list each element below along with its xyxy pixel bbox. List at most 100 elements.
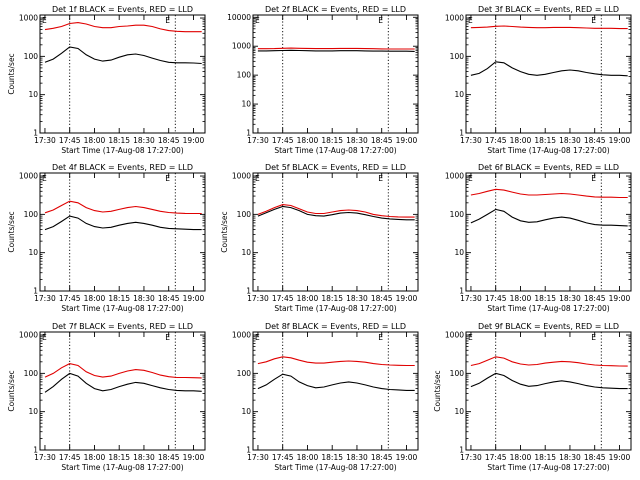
x-tick-label: 19:00: [396, 294, 418, 303]
panel-title: Det 7f BLACK = Events, RED = LLD: [52, 322, 193, 331]
x-tick-label: 17:30: [247, 294, 269, 303]
x-tick-label: 18:00: [84, 294, 106, 303]
detector-panel-4: 1 10 100 1000 17:30 17:45 18:00 18:15 18:30 18:45…: [7, 163, 206, 313]
lld-series-line: [470, 356, 628, 367]
y-tick-label: 1: [33, 129, 38, 138]
events-series-line: [44, 46, 202, 65]
y-tick-label: 1000: [445, 331, 464, 340]
marker-label-right: E: [591, 174, 596, 183]
detector-panel-8: 1 10 100 1000 17:30 17:45 18:00 18:15 18:30 18:45…: [232, 322, 419, 472]
y-axis-label: Counts/sec: [7, 370, 16, 411]
x-tick-label: 18:15: [321, 136, 343, 145]
x-tick-label: 18:00: [510, 453, 532, 462]
y-axis-label: Counts/sec: [7, 211, 16, 252]
events-series-line: [257, 373, 415, 391]
x-tick-label: 18:30: [346, 294, 368, 303]
y-tick-label: 10: [454, 248, 464, 257]
y-tick-label: 1: [246, 129, 251, 138]
detector-panel-2: 1 10 100 1000 10000 17:30 17:45 18:00 18:15 18:30…: [227, 5, 419, 155]
x-tick-label: 17:45: [272, 136, 294, 145]
x-tick-label: 18:00: [510, 294, 532, 303]
plot-frame: [465, 331, 632, 451]
events-series-line: [44, 372, 202, 393]
x-tick-label: 18:45: [584, 136, 606, 145]
marker-label-left: E: [468, 174, 473, 183]
y-tick-label: 100: [450, 210, 465, 219]
marker-label-right: E: [378, 16, 383, 25]
x-axis-label: Start Time (17-Aug-08 17:27:00): [274, 463, 396, 472]
y-tick-label: 1: [246, 287, 251, 296]
lld-series-line: [44, 22, 202, 33]
x-tick-label: 18:15: [108, 453, 130, 462]
plot-frame: [465, 172, 632, 292]
x-tick-label: 19:00: [396, 136, 418, 145]
y-axis-label: Counts/sec: [433, 370, 442, 411]
y-axis-label: Counts/sec: [220, 211, 229, 252]
marker-label-right: E: [378, 174, 383, 183]
x-tick-label: 17:30: [34, 136, 56, 145]
events-series-line: [470, 372, 628, 390]
x-tick-label: 18:15: [108, 136, 130, 145]
y-tick-label: 10: [241, 407, 251, 416]
plot-frame: [465, 14, 632, 134]
y-tick-label: 1: [33, 287, 38, 296]
x-tick-label: 19:00: [183, 136, 205, 145]
x-tick-label: 19:00: [183, 453, 205, 462]
x-tick-label: 18:30: [133, 294, 155, 303]
x-tick-label: 18:30: [346, 136, 368, 145]
y-axis-label: Counts/sec: [7, 53, 16, 94]
x-tick-label: 17:45: [485, 453, 507, 462]
y-tick-label: 1000: [19, 172, 38, 181]
plot-frame: [252, 331, 419, 451]
x-tick-label: 17:30: [460, 294, 482, 303]
marker-label-right: E: [378, 333, 383, 342]
y-tick-label: 10: [28, 90, 38, 99]
x-tick-label: 19:00: [396, 453, 418, 462]
x-tick-label: 17:45: [59, 136, 81, 145]
y-tick-label: 1000: [445, 172, 464, 181]
marker-label-right: E: [591, 333, 596, 342]
marker-label-left: E: [42, 174, 47, 183]
x-tick-label: 18:45: [371, 136, 393, 145]
x-tick-label: 18:30: [559, 294, 581, 303]
detector-panel-5: 1 10 100 1000 17:30 17:45 18:00 18:15 18:30 18:45…: [220, 163, 419, 313]
marker-label-right: E: [165, 16, 170, 25]
y-tick-label: 1000: [232, 42, 251, 51]
x-axis-label: Start Time (17-Aug-08 17:27:00): [61, 304, 183, 313]
x-tick-label: 17:45: [272, 294, 294, 303]
y-tick-label: 1000: [445, 14, 464, 23]
x-axis-label: Start Time (17-Aug-08 17:27:00): [487, 304, 609, 313]
panel-title: Det 5f BLACK = Events, RED = LLD: [265, 163, 406, 172]
y-tick-label: 100: [24, 369, 39, 378]
panel-title: Det 9f BLACK = Events, RED = LLD: [478, 322, 619, 331]
lld-series-line: [257, 356, 415, 367]
y-tick-label: 100: [24, 210, 39, 219]
y-tick-label: 1000: [232, 331, 251, 340]
x-tick-label: 18:30: [133, 136, 155, 145]
marker-label-left: E: [255, 16, 260, 25]
marker-label-right: E: [591, 16, 596, 25]
lld-series-line: [257, 47, 415, 50]
x-axis-label: Start Time (17-Aug-08 17:27:00): [487, 146, 609, 155]
detector-panel-9: 1 10 100 1000 17:30 17:45 18:00 18:15 18:30 18:45…: [433, 322, 632, 472]
plot-frame: [252, 172, 419, 292]
x-tick-label: 18:15: [108, 294, 130, 303]
y-tick-label: 10000: [227, 13, 251, 22]
y-tick-label: 100: [237, 369, 252, 378]
lld-series-line: [44, 200, 202, 215]
lld-series-line: [44, 363, 202, 379]
x-axis-label: Start Time (17-Aug-08 17:27:00): [61, 146, 183, 155]
marker-label-left: E: [42, 333, 47, 342]
x-tick-label: 17:45: [485, 294, 507, 303]
y-tick-label: 1: [459, 129, 464, 138]
x-tick-label: 17:45: [59, 453, 81, 462]
x-tick-label: 17:30: [247, 136, 269, 145]
x-tick-label: 18:00: [84, 136, 106, 145]
x-tick-label: 19:00: [609, 453, 631, 462]
y-tick-label: 100: [237, 210, 252, 219]
x-tick-label: 19:00: [609, 136, 631, 145]
panel-title: Det 3f BLACK = Events, RED = LLD: [478, 5, 619, 14]
y-tick-label: 10: [241, 248, 251, 257]
x-tick-label: 19:00: [183, 294, 205, 303]
